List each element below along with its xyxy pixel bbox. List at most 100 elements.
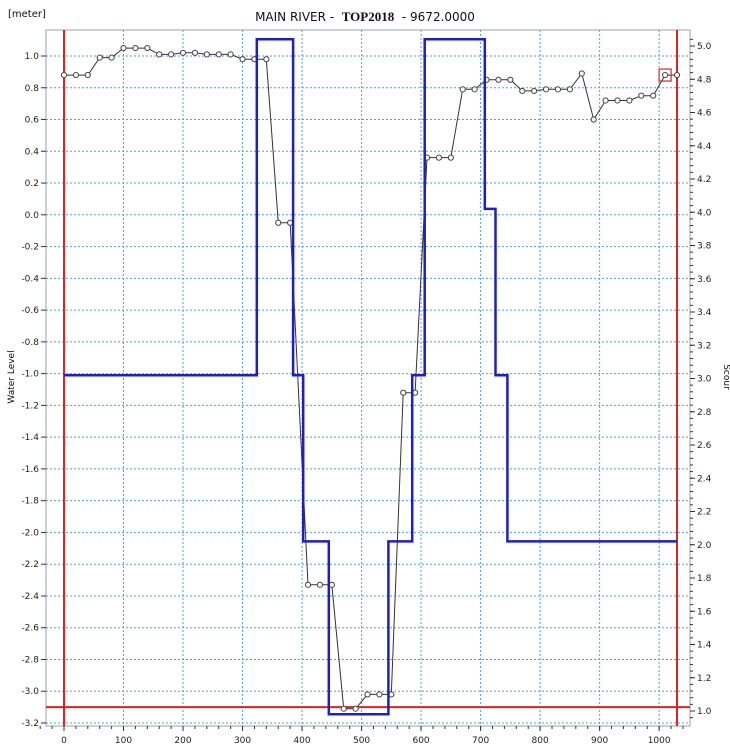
data-point — [227, 51, 234, 58]
data-point — [435, 154, 443, 161]
y-tick-label: 0.6 — [25, 116, 40, 126]
data-point — [566, 86, 573, 93]
data-point — [376, 691, 383, 698]
y-tick-label: 1.0 — [25, 52, 40, 62]
data-point — [263, 56, 270, 63]
y-tick-label: -0.2 — [21, 243, 39, 253]
y2-tick-label: 2.0 — [697, 541, 712, 551]
y2-tick-label: 3.0 — [697, 375, 712, 385]
y-tick-label: -3.0 — [21, 687, 39, 697]
x-tick-label: 800 — [532, 736, 549, 746]
data-point — [156, 51, 163, 58]
data-point — [352, 705, 359, 712]
y2-tick-label: 1.6 — [697, 607, 712, 617]
y-tick-label: -1.0 — [21, 370, 39, 380]
data-point — [120, 44, 127, 52]
y2-tick-label: 1.8 — [697, 574, 712, 584]
x-tick-label: 500 — [353, 736, 370, 746]
x-tick-label: 100 — [115, 736, 132, 746]
data-point — [650, 92, 657, 99]
y2-tick-label: 2.4 — [697, 474, 712, 484]
y2-tick-label: 1.0 — [697, 707, 712, 717]
water-level-line — [64, 47, 677, 710]
data-point — [316, 581, 324, 588]
scour-line — [64, 38, 677, 716]
x-tick-label: 400 — [293, 736, 310, 746]
plot-area — [45, 29, 691, 727]
data-point — [132, 44, 139, 52]
y2-tick-label: 4.0 — [697, 208, 712, 218]
x-tick-label: 200 — [174, 736, 191, 746]
data-point — [203, 51, 210, 58]
y2-tick-label: 2.6 — [697, 441, 712, 451]
data-point — [84, 71, 91, 79]
title-bold: TOP2018 — [341, 9, 395, 24]
y2-tick-label: 2.8 — [697, 408, 712, 418]
y2-tick-label: 1.2 — [697, 674, 711, 684]
y-tick-label: -1.8 — [21, 497, 39, 507]
data-point — [364, 691, 371, 698]
data-point — [239, 56, 246, 63]
data-point — [495, 76, 502, 83]
y-tick-label: -3.2 — [21, 719, 39, 729]
y-tick-label: 0.4 — [25, 147, 40, 157]
y-tick-label: -2.8 — [21, 655, 39, 665]
y2-tick-label: 4.6 — [697, 109, 712, 119]
data-point — [275, 219, 282, 226]
y-tick-label: -2.2 — [21, 560, 39, 570]
x-tick-label: 700 — [472, 736, 489, 746]
data-point — [542, 86, 550, 93]
y2-tick-label: 3.2 — [697, 341, 711, 351]
data-point — [179, 49, 187, 56]
y-tick-label: -2.0 — [21, 528, 39, 538]
x-tick-label: 600 — [412, 736, 429, 746]
data-point — [638, 92, 645, 99]
data-point — [578, 70, 585, 77]
y2-axis-label: Scour — [721, 364, 730, 390]
y2-tick-label: 5.0 — [697, 42, 712, 52]
data-point — [602, 97, 609, 104]
y2-tick-label: 3.4 — [697, 308, 712, 318]
y2-tick-label: 4.4 — [697, 142, 712, 152]
data-point — [60, 71, 68, 79]
data-point — [144, 44, 151, 52]
y2-tick-label: 1.4 — [697, 641, 712, 651]
y-tick-label: 0.0 — [25, 211, 40, 221]
data-point — [673, 71, 681, 79]
data-point — [661, 71, 669, 79]
y-tick-label: -0.4 — [21, 274, 39, 284]
y-tick-label: -1.2 — [21, 401, 39, 411]
x-tick-label: 1000 — [648, 736, 671, 746]
y-tick-label: -0.8 — [21, 338, 39, 348]
data-point — [459, 86, 466, 93]
data-point — [168, 51, 175, 58]
y-axis-label: Water Level — [7, 350, 17, 404]
data-point — [191, 49, 199, 56]
data-point — [108, 54, 115, 61]
title-prefix: MAIN RIVER - — [255, 10, 335, 24]
x-tick-label: 0 — [61, 736, 67, 746]
data-point — [72, 71, 80, 79]
unit-label: [meter] — [8, 9, 46, 20]
data-point — [590, 116, 597, 123]
y-tick-label: 0.8 — [25, 84, 40, 94]
y-tick-label: -2.4 — [21, 592, 39, 602]
chart-title: MAIN RIVER - TOP2018 - 9672.0000 — [0, 9, 730, 25]
y-tick-label: -0.6 — [21, 306, 39, 316]
y-tick-label: -2.6 — [21, 624, 39, 634]
data-point — [304, 581, 312, 588]
y2-tick-label: 2.2 — [697, 508, 711, 518]
data-point — [507, 76, 514, 83]
selected-point-marker — [658, 68, 672, 82]
data-point — [554, 86, 562, 93]
data-point — [96, 54, 103, 61]
data-point — [400, 389, 407, 396]
data-point — [519, 87, 526, 95]
data-point — [471, 86, 478, 93]
y2-tick-label: 3.6 — [697, 275, 712, 285]
data-point — [614, 97, 621, 104]
y-tick-label: 0.2 — [25, 179, 39, 189]
x-tick-label: 300 — [234, 736, 251, 746]
title-suffix: - 9672.0000 — [401, 10, 475, 24]
